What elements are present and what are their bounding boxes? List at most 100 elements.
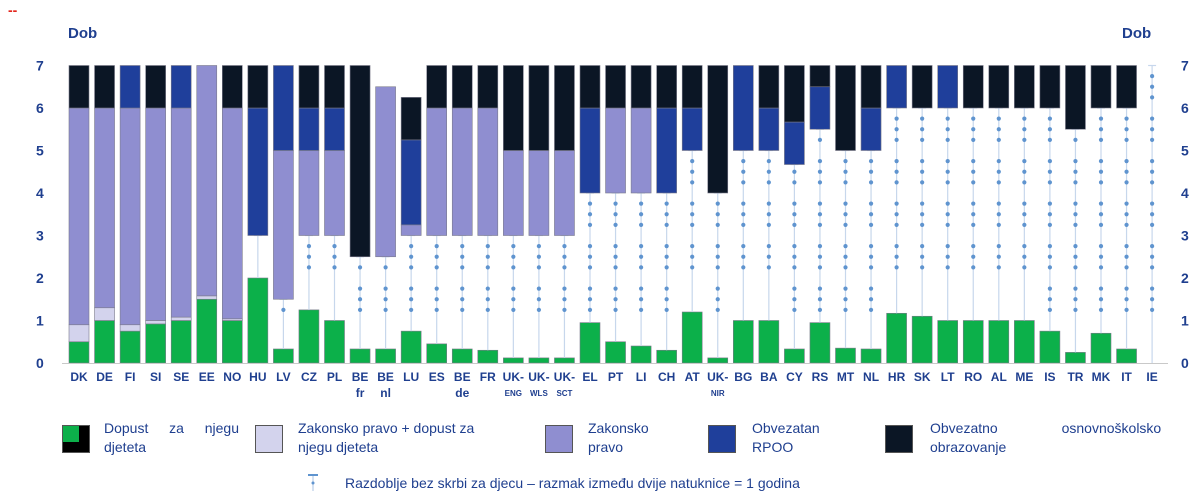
bar-segment-ecec_leave: [554, 357, 575, 364]
gap-dot: [971, 222, 976, 227]
bar-segment-ecec_leave: [835, 347, 856, 364]
gap-dot: [587, 222, 593, 227]
gap-dot: [1047, 116, 1052, 121]
gap-dot: [1073, 159, 1078, 164]
gap-dot: [894, 201, 899, 206]
gap-dot: [945, 244, 950, 249]
gap-dot: [639, 297, 644, 302]
gap-dot: [1150, 307, 1155, 312]
gap-dot: [511, 254, 516, 259]
gap-dot: [1022, 244, 1027, 249]
bar-segment-compulsory_ecec: [784, 121, 805, 165]
bar-segment-legal_entitlement: [477, 107, 499, 236]
bar-segment-compulsory_school: [579, 65, 601, 109]
gap-dot: [690, 201, 695, 206]
bar-segment-compulsory_school: [784, 65, 805, 123]
bar-segment-compulsory_school: [1090, 65, 1112, 109]
bar-segment-compulsory_ecec: [298, 107, 320, 151]
bar-segment-ecec_leave: [145, 323, 166, 364]
gap-dot: [766, 169, 771, 174]
gap-dot: [1047, 212, 1052, 217]
bar-segment-compulsory_school: [94, 65, 115, 109]
gap-dot: [766, 254, 771, 259]
y-tick-label-left: 0: [36, 355, 44, 371]
gap-dot: [1073, 297, 1078, 302]
gap-dot: [690, 265, 695, 270]
gap-dot: [894, 222, 899, 227]
y-tick-label-right: 1: [1181, 313, 1189, 329]
gap-dot: [306, 265, 312, 270]
gap-dot: [690, 254, 695, 259]
x-tick-label: BG: [734, 370, 752, 384]
gap-dot: [639, 307, 644, 312]
gap-dot: [536, 265, 542, 270]
x-tick-label: NO: [223, 370, 241, 384]
gap-dot: [945, 159, 950, 164]
gap-dot: [996, 180, 1001, 185]
gap-dot: [1098, 307, 1104, 312]
gap-dot: [741, 222, 746, 227]
gap-dot: [868, 212, 874, 217]
bar-segment-ecec_leave: [426, 343, 448, 364]
gap-dot: [996, 244, 1001, 249]
x-tick-label: LU: [403, 370, 419, 384]
gap-dot: [485, 244, 490, 249]
bar-segment-legal_plus_leave: [68, 324, 90, 343]
legend-label-ecec_leave: djeteta: [104, 439, 147, 455]
gap-dot: [868, 254, 874, 259]
bar-segment-compulsory_school: [298, 65, 320, 109]
gap-dot: [1098, 222, 1104, 227]
gap-dot: [587, 265, 593, 270]
gap-dot: [1073, 180, 1078, 185]
gap-dot: [894, 159, 899, 164]
bar-segment-ecec_leave: [605, 341, 626, 364]
y-axis-title-left: Dob: [68, 25, 97, 42]
gap-dot: [409, 254, 414, 259]
gap-dot: [1124, 254, 1129, 259]
bar-segment-compulsory_ecec: [656, 107, 677, 194]
gap-dot: [1047, 169, 1052, 174]
bar-segment-legal_entitlement: [554, 150, 575, 236]
gap-dot: [920, 180, 925, 185]
gap-dot: [843, 297, 848, 302]
gap-dot: [792, 265, 797, 270]
gap-dot: [383, 297, 388, 302]
bar-segment-compulsory_school: [758, 65, 780, 109]
gap-dot: [1073, 307, 1078, 312]
gap-dot: [996, 222, 1001, 227]
bar-segment-ecec_leave: [119, 330, 141, 364]
gap-dot: [817, 222, 823, 227]
x-tick-label: SK: [914, 370, 931, 384]
bar-segment-compulsory_school: [988, 65, 1010, 109]
bar-segment-ecec_leave: [656, 349, 677, 364]
gap-dot: [332, 254, 337, 259]
gap-dot: [715, 254, 720, 259]
bar-segment-legal_entitlement: [375, 86, 396, 258]
gap-dot: [945, 254, 950, 259]
y-tick-label-right: 7: [1181, 58, 1189, 74]
gap-dot: [894, 265, 899, 270]
gap-dot: [868, 286, 874, 291]
gap-dot: [817, 159, 823, 164]
gap-dot: [1150, 297, 1155, 302]
bar-segment-ecec_leave: [860, 348, 882, 364]
gap-dot: [1022, 180, 1027, 185]
bar-segment-compulsory_school: [860, 65, 882, 109]
gap-dot: [817, 297, 823, 302]
gap-dot: [1022, 254, 1027, 259]
gap-dot: [945, 212, 950, 217]
gap-dot: [894, 116, 899, 121]
gap-dot: [690, 180, 695, 185]
x-tick-label: HR: [888, 370, 906, 384]
gap-dot: [664, 265, 669, 270]
x-tick-label: MK: [1092, 370, 1111, 384]
gap-dot: [1098, 159, 1104, 164]
gap-dot: [741, 212, 746, 217]
legend-label-legal_entitlement: pravo: [588, 439, 624, 455]
gap-dot: [1124, 127, 1129, 132]
gap-dot: [843, 265, 848, 270]
y-tick-label-left: 4: [36, 185, 44, 201]
x-tick-label: PL: [327, 370, 342, 384]
bar-segment-ecec_leave: [809, 322, 831, 364]
y-tick-label-right: 6: [1181, 100, 1189, 116]
